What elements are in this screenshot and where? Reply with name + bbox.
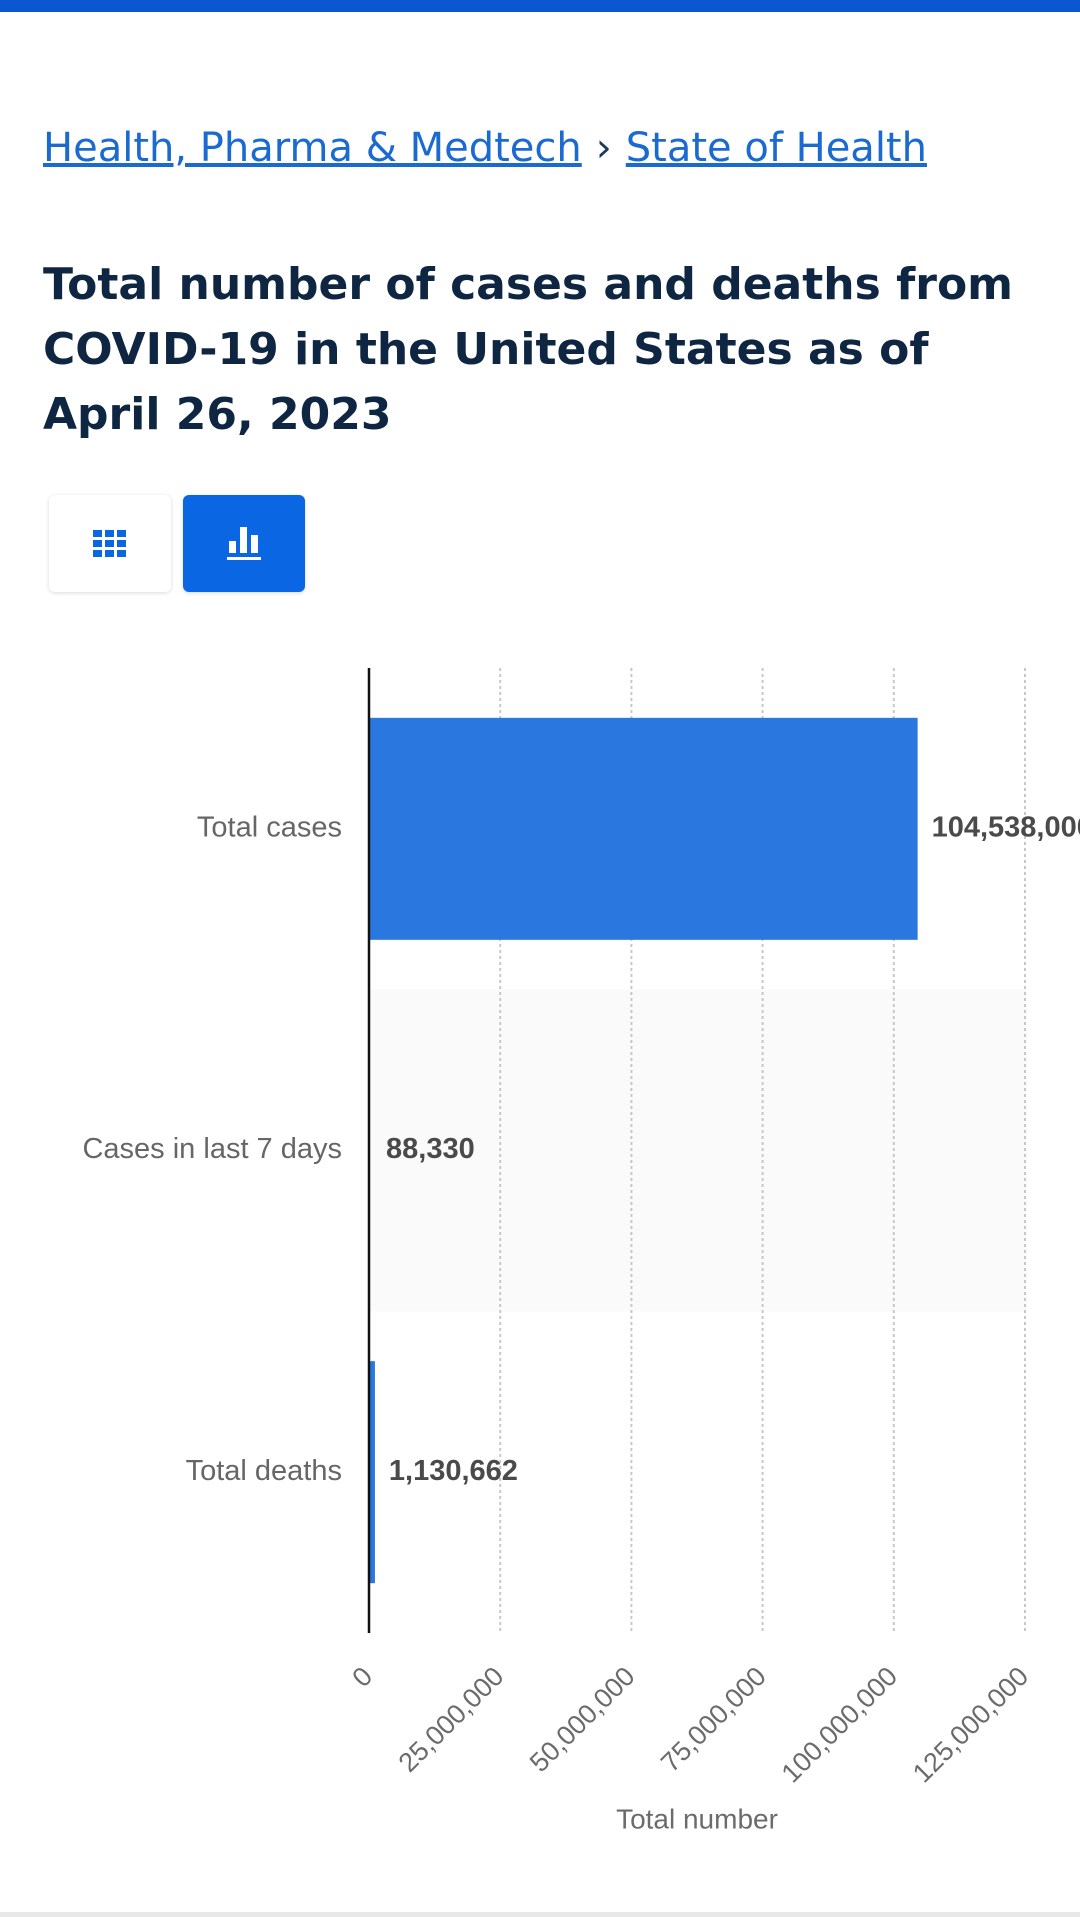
x-tick-label: 50,000,000 — [524, 1661, 641, 1778]
bar — [369, 717, 918, 940]
grid-icon — [93, 530, 126, 557]
x-tick-label: 100,000,000 — [776, 1661, 903, 1788]
bar — [369, 1361, 375, 1584]
band-background — [369, 989, 1027, 1312]
y-tick-label: Total deaths — [186, 1455, 342, 1487]
bar-icon — [227, 527, 261, 560]
bottom-divider — [0, 1912, 1080, 1917]
x-tick-label: 125,000,000 — [907, 1661, 1034, 1788]
x-tick-label: 0 — [346, 1661, 378, 1693]
breadcrumb-link[interactable]: State of Health — [625, 125, 927, 171]
chart-view-button[interactable] — [183, 495, 305, 592]
breadcrumb-link[interactable]: Health, Pharma & Medtech — [43, 125, 582, 171]
top-bar — [0, 0, 1080, 12]
data-label: 104,538,000 — [932, 811, 1080, 843]
x-tick-label: 75,000,000 — [655, 1661, 772, 1778]
x-tick-label: 25,000,000 — [393, 1661, 510, 1778]
data-label: 1,130,662 — [389, 1455, 518, 1487]
chart-title: Total number of cases and deaths from CO… — [43, 259, 1014, 440]
table-view-button[interactable] — [49, 495, 171, 592]
data-label: 88,330 — [386, 1133, 475, 1165]
breadcrumb: Health, Pharma & Medtech › State of Health — [43, 125, 927, 171]
breadcrumb-separator: › — [595, 125, 612, 171]
y-tick-label: Cases in last 7 days — [82, 1133, 342, 1165]
x-axis-title: Total number — [616, 1803, 778, 1834]
y-tick-label: Total cases — [197, 811, 342, 843]
